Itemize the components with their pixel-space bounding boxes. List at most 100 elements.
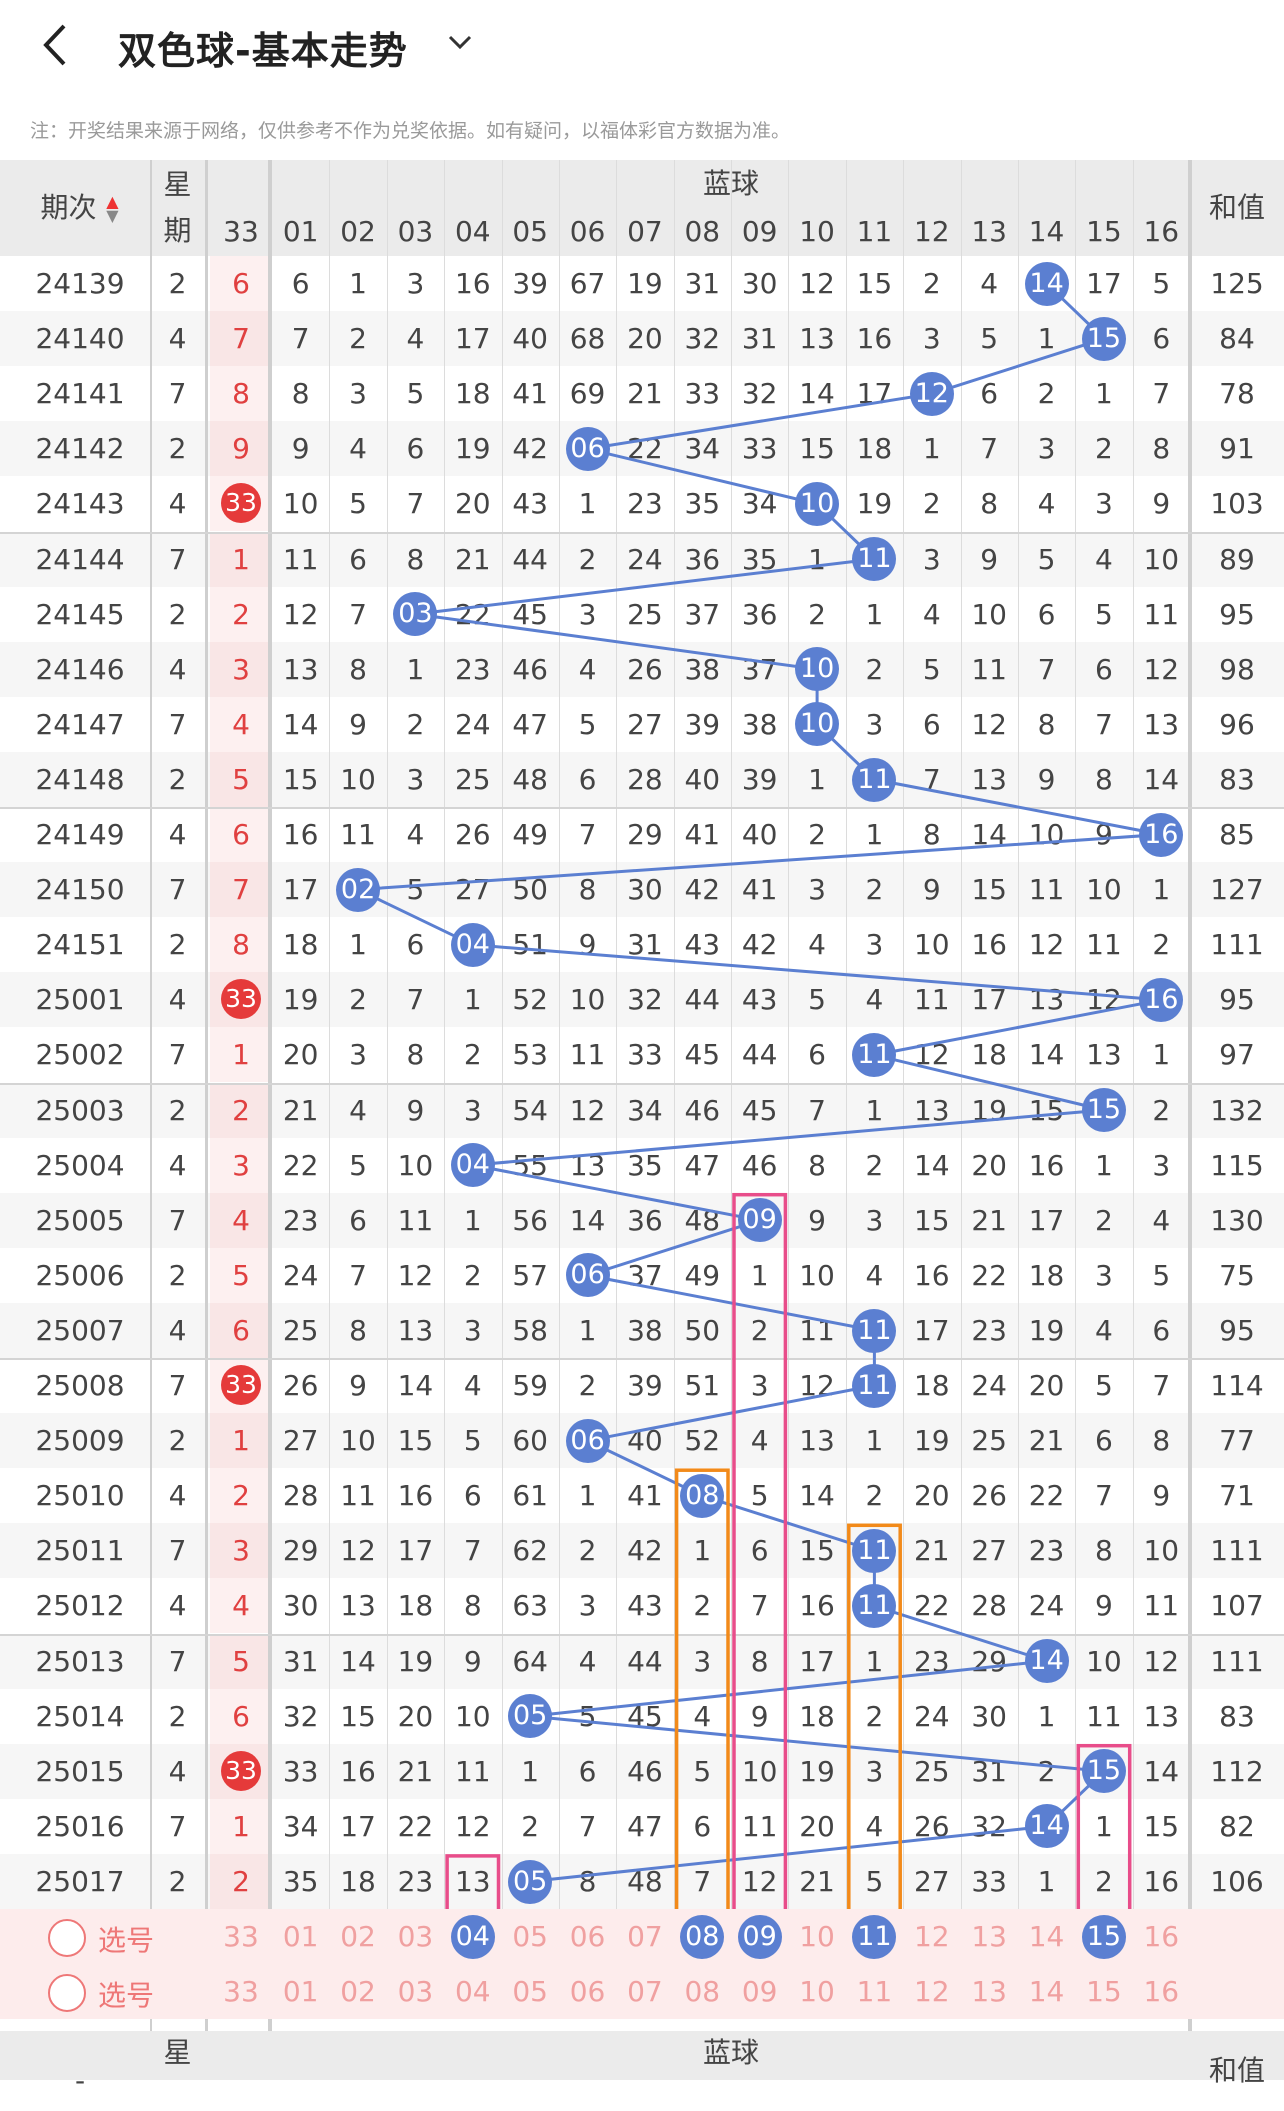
- selected-ball[interactable]: 15: [1081, 1914, 1126, 1959]
- blue-cell: 13: [971, 762, 1007, 796]
- pick-number[interactable]: 02: [340, 1920, 376, 1953]
- red-cell: 3: [232, 1534, 250, 1568]
- pick-number[interactable]: 15: [1086, 1975, 1122, 2009]
- sum-cell: 75: [1219, 1258, 1255, 1292]
- pick-label[interactable]: 选号: [98, 1979, 155, 2013]
- blue-ball: 05: [508, 1859, 553, 1904]
- selected-ball[interactable]: 11: [852, 1914, 897, 1959]
- period-header[interactable]: 期次 ▲ ▼: [40, 191, 119, 225]
- pick-number[interactable]: 01: [282, 1975, 319, 2009]
- period-cell: 24146: [35, 652, 125, 686]
- blue-cell: 2: [578, 1369, 597, 1402]
- blue-cell: 10: [454, 1699, 491, 1733]
- blue-cell: 51: [684, 1369, 721, 1402]
- pick-number[interactable]: 06: [569, 1920, 606, 1953]
- period-cell: 24151: [35, 928, 125, 962]
- pick-number[interactable]: 01: [282, 1920, 319, 1953]
- pick-number[interactable]: 03: [397, 1975, 434, 2009]
- red-cell: 2: [232, 597, 250, 631]
- pick-number[interactable]: 07: [627, 1920, 663, 1953]
- blue-cell: 17: [454, 322, 491, 356]
- blue-title: 蓝球: [702, 167, 759, 200]
- red-col-bg: [210, 1027, 272, 1083]
- pick-number[interactable]: 07: [627, 1975, 663, 2009]
- sum-cell: 91: [1219, 432, 1255, 466]
- blue-cell: 39: [684, 707, 721, 741]
- blue-cell: 35: [627, 1148, 663, 1182]
- pick-number[interactable]: 03: [397, 1920, 434, 1953]
- pick-number[interactable]: 06: [569, 1975, 606, 2009]
- blue-cell: 19: [799, 1754, 835, 1788]
- blue-cell: 3: [865, 1203, 884, 1237]
- blue-cell: 1: [578, 487, 597, 521]
- blue-cell: 9: [349, 707, 367, 741]
- red-cell: 5: [232, 1644, 250, 1678]
- blue-cell: 3: [693, 1644, 712, 1678]
- chevron-down-icon[interactable]: [448, 28, 472, 58]
- blue-cell: 2: [349, 322, 367, 356]
- blue-cell: 27: [454, 873, 491, 907]
- pick-number[interactable]: 13: [971, 1920, 1007, 1953]
- blue-cell: 2: [922, 487, 941, 521]
- pick-number[interactable]: 09: [741, 1975, 778, 2009]
- red-col-bg: [210, 1192, 272, 1248]
- pick-row[interactable]: [0, 1909, 1284, 1965]
- pick-number[interactable]: 05: [512, 1920, 548, 1953]
- blue-cell: 9: [1095, 818, 1113, 851]
- weekday-cell: 2: [168, 762, 187, 796]
- blue-cell: 11: [913, 983, 950, 1017]
- blue-cell: 2: [865, 1699, 884, 1733]
- blue-cell: 38: [684, 652, 721, 686]
- pick-number[interactable]: 13: [971, 1975, 1007, 2009]
- blue-ball: 04: [450, 1143, 495, 1188]
- blue-cell: 7: [349, 597, 367, 631]
- period-cell: 25007: [35, 1313, 125, 1347]
- blue-cell: 17: [913, 1313, 950, 1347]
- pick-number[interactable]: 12: [913, 1920, 950, 1953]
- blue-cell: 18: [397, 1589, 434, 1623]
- pick-number[interactable]: 16: [1143, 1975, 1180, 2009]
- blue-cell: 9: [349, 1369, 367, 1402]
- pick-number[interactable]: 10: [799, 1920, 835, 1953]
- blue-cell: 1: [578, 1479, 597, 1513]
- pick-number[interactable]: 02: [340, 1975, 376, 2009]
- group-divider: [0, 1633, 1284, 1636]
- column-divider: [1188, 160, 1192, 2080]
- select-radio[interactable]: [48, 1919, 86, 1957]
- chevron-left-icon[interactable]: [40, 22, 80, 70]
- selected-ball[interactable]: 09: [737, 1914, 782, 1959]
- sum-cell: 112: [1210, 1754, 1264, 1788]
- blue-cell: 5: [980, 322, 999, 356]
- sort-icon[interactable]: ▲ ▼: [106, 192, 119, 225]
- group-divider: [0, 807, 1284, 809]
- blue-cell: 12: [1143, 652, 1180, 686]
- selected-ball[interactable]: 04: [450, 1914, 495, 1959]
- red-col-bg: [210, 586, 272, 642]
- pick-number[interactable]: 10: [799, 1975, 835, 2009]
- weekday-cell: 4: [168, 652, 187, 686]
- selected-ball[interactable]: 08: [680, 1914, 725, 1959]
- select-radio[interactable]: [48, 1974, 86, 2013]
- pick-number[interactable]: 05: [512, 1975, 548, 2009]
- blue-cell: 34: [684, 432, 721, 466]
- blue-cell: 9: [463, 1644, 482, 1678]
- pick-number[interactable]: 12: [913, 1975, 950, 2009]
- pick-label[interactable]: 选号: [98, 1924, 155, 1957]
- pick-number[interactable]: 14: [1028, 1975, 1065, 2009]
- pick-33[interactable]: 33: [223, 1920, 259, 1953]
- pick-33[interactable]: 33: [223, 1975, 259, 2009]
- blue-cell: 8: [1095, 762, 1113, 796]
- pick-number[interactable]: 11: [856, 1975, 893, 2009]
- pick-number[interactable]: 04: [454, 1975, 491, 2009]
- period-cell: 25010: [35, 1479, 125, 1513]
- pick-row[interactable]: [0, 1964, 1284, 2020]
- blue-cell: 1: [1152, 873, 1171, 907]
- pick-number[interactable]: 16: [1143, 1920, 1180, 1953]
- blue-cell: 15: [282, 762, 319, 796]
- pick-number[interactable]: 08: [684, 1975, 721, 2009]
- blue-cell: 1: [1095, 377, 1113, 411]
- grid-line: [329, 160, 331, 2019]
- blue-cell: 10: [340, 1424, 376, 1458]
- blue-cell: 2: [463, 1038, 482, 1072]
- pick-number[interactable]: 14: [1028, 1920, 1065, 1953]
